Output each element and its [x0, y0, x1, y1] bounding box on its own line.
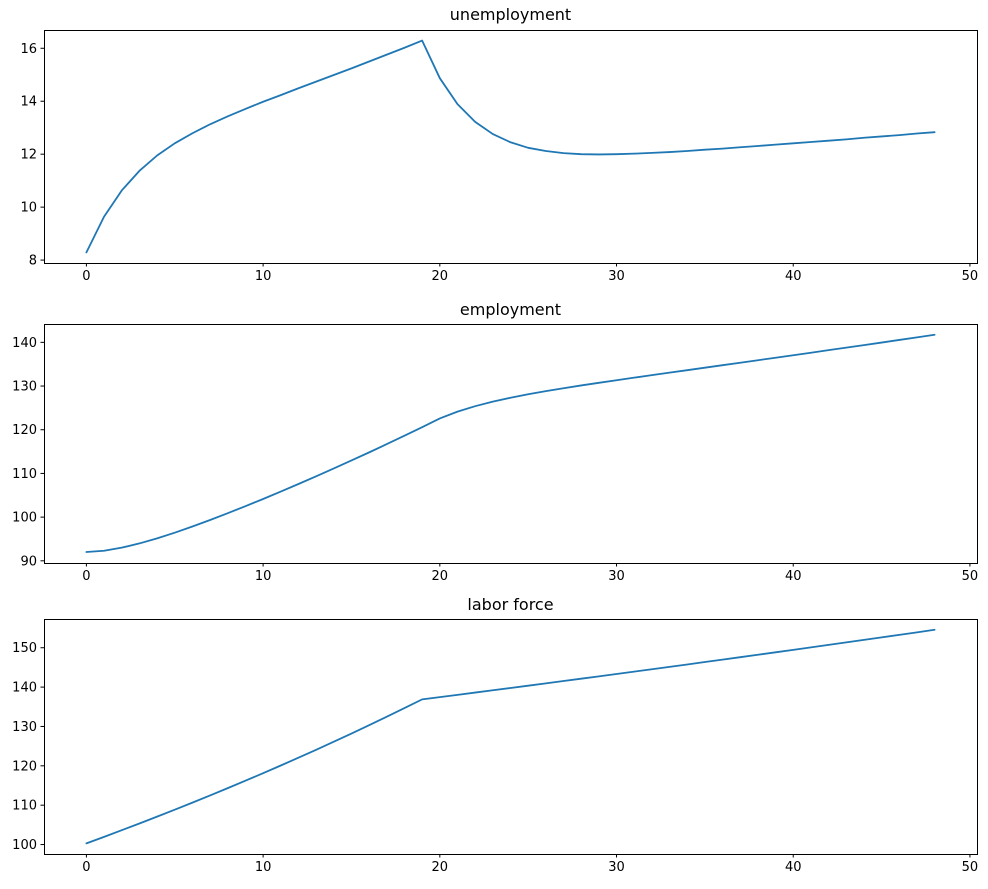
- x-tick-label: 40: [785, 860, 802, 875]
- x-tick-label: 0: [82, 569, 90, 584]
- y-tick-label: 140: [12, 336, 37, 351]
- x-tick-label: 0: [82, 269, 90, 284]
- y-tick-label: 90: [20, 554, 37, 569]
- subplot-title-labor-force: labor force: [467, 595, 554, 614]
- x-tick-label: 50: [962, 269, 979, 284]
- x-tick-label: 50: [962, 569, 979, 584]
- x-tick-label: 30: [608, 269, 625, 284]
- y-tick-label: 140: [12, 681, 37, 696]
- y-tick-label: 12: [20, 148, 37, 163]
- x-tick-label: 30: [608, 860, 625, 875]
- x-tick-label: 40: [785, 269, 802, 284]
- subplot-unemployment: 0 10 20 30 40 50 8 10 12 14 16: [20, 30, 979, 284]
- y-tick-label: 10: [20, 201, 37, 216]
- series-line-unemployment: [85, 39, 936, 254]
- y-tick-label: 8: [29, 254, 37, 269]
- y-tick-label: 110: [12, 799, 37, 814]
- x-tick-label: 10: [255, 860, 272, 875]
- y-tick-label: 130: [12, 380, 37, 395]
- x-tick-label: 20: [432, 860, 449, 875]
- y-tick-label: 130: [12, 720, 37, 735]
- subplot-title-employment: employment: [459, 300, 562, 319]
- series-line-labor-force: [85, 628, 936, 845]
- y-tick-label: 120: [12, 759, 37, 774]
- x-tick-label: 50: [962, 860, 979, 875]
- y-tick-label: 16: [20, 42, 37, 57]
- y-tick-label: 120: [12, 423, 37, 438]
- y-tick-label: 14: [20, 95, 37, 110]
- series-line-employment: [85, 333, 936, 553]
- x-tick-label: 30: [608, 569, 625, 584]
- x-tick-label: 0: [82, 860, 90, 875]
- y-tick-label: 100: [12, 838, 37, 853]
- y-tick-label: 100: [12, 511, 37, 526]
- plot-box-employment: [44, 324, 978, 564]
- subplot-employment: 0 10 20 30 40 50 90 100 110 120 130 140: [12, 324, 979, 584]
- subplot-labor-force: 0 10 20 30 40 50 100 110 120 130 140 150: [12, 619, 979, 875]
- x-tick-label: 10: [255, 269, 272, 284]
- plot-box-labor-force: [44, 619, 978, 855]
- x-tick-label: 40: [785, 569, 802, 584]
- x-tick-label: 10: [255, 569, 272, 584]
- y-tick-label: 150: [12, 641, 37, 656]
- x-tick-label: 20: [432, 269, 449, 284]
- plot-box-unemployment: [44, 30, 978, 264]
- y-tick-label: 110: [12, 467, 37, 482]
- x-tick-label: 20: [432, 569, 449, 584]
- subplot-title-unemployment: unemployment: [449, 5, 572, 24]
